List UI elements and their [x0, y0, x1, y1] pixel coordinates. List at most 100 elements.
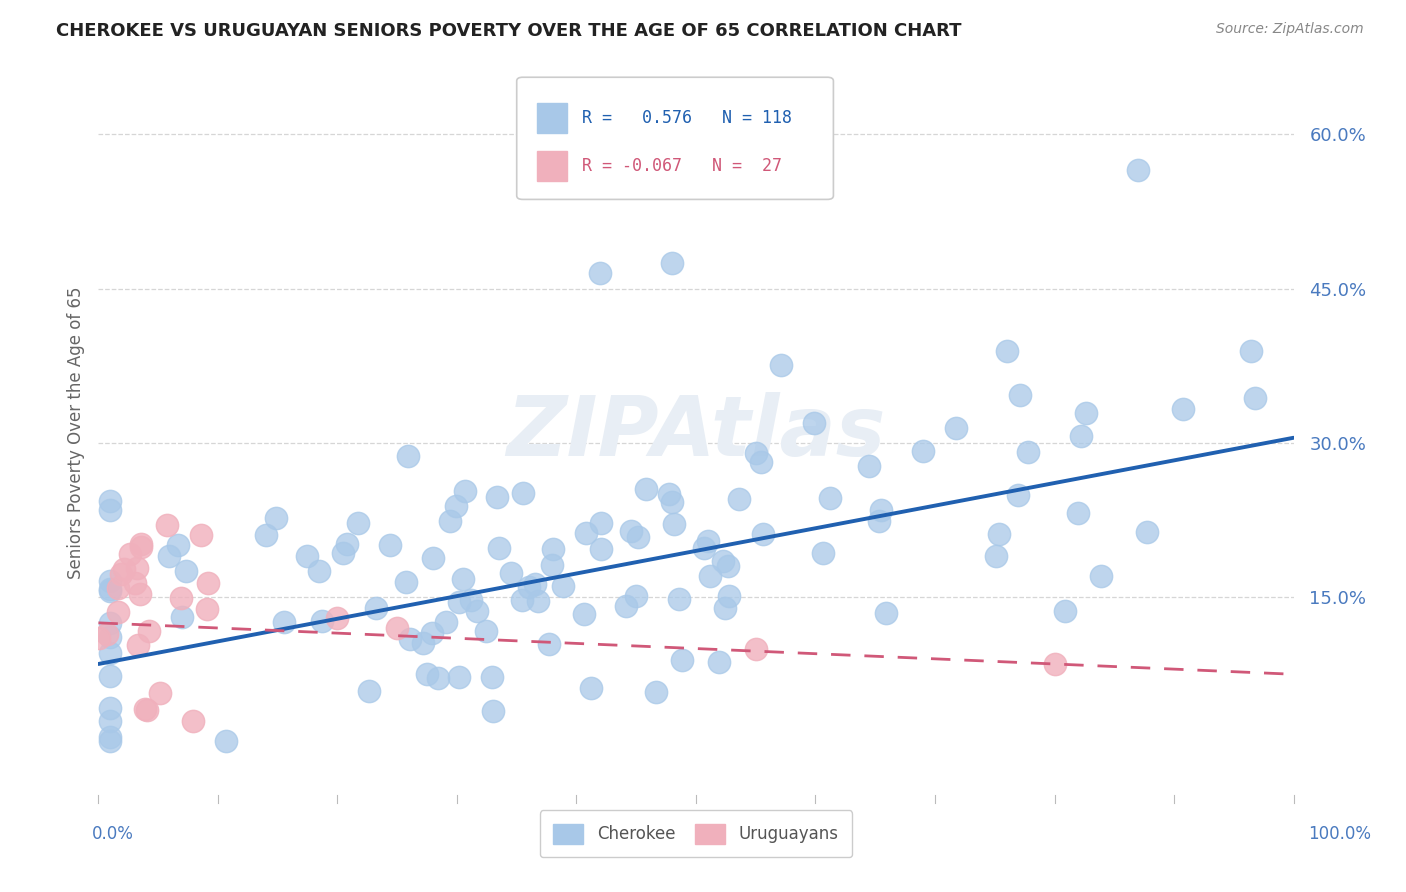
Point — [858, 459, 880, 474]
Point — [1067, 506, 1090, 520]
Point — [395, 575, 418, 590]
Point — [378, 538, 401, 552]
Point — [626, 589, 648, 603]
Point — [745, 446, 768, 460]
Point — [96, 627, 118, 641]
Point — [98, 582, 122, 597]
Point — [749, 455, 772, 469]
Point — [98, 734, 122, 748]
Point — [524, 577, 547, 591]
Text: 100.0%: 100.0% — [1308, 825, 1371, 843]
Point — [572, 607, 595, 621]
Point — [614, 599, 637, 613]
FancyBboxPatch shape — [517, 78, 834, 200]
Point — [537, 637, 560, 651]
Point — [98, 615, 122, 630]
Point — [875, 606, 897, 620]
Point — [107, 581, 129, 595]
Point — [481, 670, 503, 684]
Point — [98, 669, 122, 683]
Point — [118, 547, 141, 561]
Point — [711, 554, 734, 568]
Point — [541, 542, 564, 557]
Point — [449, 595, 471, 609]
Point — [98, 502, 122, 516]
Point — [945, 421, 967, 435]
Point — [127, 561, 149, 575]
Point — [446, 499, 468, 513]
Point — [465, 604, 488, 618]
Point — [326, 611, 349, 625]
Point — [579, 681, 602, 695]
Point — [254, 528, 277, 542]
Point — [134, 702, 156, 716]
Point — [820, 491, 842, 506]
Point — [215, 734, 238, 748]
Point — [1076, 406, 1098, 420]
Point — [1243, 391, 1265, 405]
Point — [138, 624, 160, 639]
Point — [396, 449, 419, 463]
Point — [336, 537, 359, 551]
Point — [644, 685, 666, 699]
Point — [481, 704, 503, 718]
Point — [273, 615, 295, 629]
Point — [98, 731, 122, 745]
Point — [190, 528, 212, 542]
Point — [510, 593, 533, 607]
Point — [415, 666, 437, 681]
Point — [112, 562, 135, 576]
Point — [1070, 428, 1092, 442]
Point — [98, 574, 122, 588]
Point — [707, 655, 730, 669]
Point — [170, 610, 193, 624]
Point — [167, 538, 190, 552]
Point — [988, 527, 1011, 541]
Point — [347, 516, 370, 530]
Point — [420, 626, 443, 640]
Point — [308, 564, 330, 578]
Point — [692, 541, 714, 556]
Text: R =   0.576   N = 118: R = 0.576 N = 118 — [582, 109, 793, 127]
Point — [136, 703, 159, 717]
Point — [718, 589, 741, 603]
Point — [512, 486, 534, 500]
Point — [661, 495, 683, 509]
Point — [527, 594, 550, 608]
Point — [501, 566, 523, 581]
Point — [699, 569, 721, 583]
Point — [332, 546, 354, 560]
Point — [87, 631, 110, 645]
Point — [517, 580, 540, 594]
Point — [589, 266, 612, 280]
Point — [485, 490, 508, 504]
Point — [422, 551, 444, 566]
Point — [984, 549, 1007, 564]
Point — [714, 600, 737, 615]
Point — [1017, 444, 1039, 458]
FancyBboxPatch shape — [537, 152, 567, 181]
Point — [157, 549, 180, 563]
Point — [745, 641, 768, 656]
Point — [311, 614, 333, 628]
Point — [170, 591, 193, 605]
Point — [181, 714, 204, 728]
Point — [868, 514, 890, 528]
Point — [197, 575, 219, 590]
Point — [1136, 524, 1159, 539]
Point — [634, 482, 657, 496]
Point — [364, 600, 387, 615]
Y-axis label: Seniors Poverty Over the Age of 65: Seniors Poverty Over the Age of 65 — [66, 286, 84, 579]
Point — [668, 591, 690, 606]
Point — [98, 701, 122, 715]
Point — [449, 670, 471, 684]
Point — [664, 516, 686, 531]
Point — [1043, 657, 1066, 671]
FancyBboxPatch shape — [537, 103, 567, 133]
Point — [769, 359, 792, 373]
Point — [149, 686, 172, 700]
Text: 0.0%: 0.0% — [91, 825, 134, 843]
Point — [412, 636, 434, 650]
Point — [399, 632, 422, 647]
Point — [107, 605, 129, 619]
